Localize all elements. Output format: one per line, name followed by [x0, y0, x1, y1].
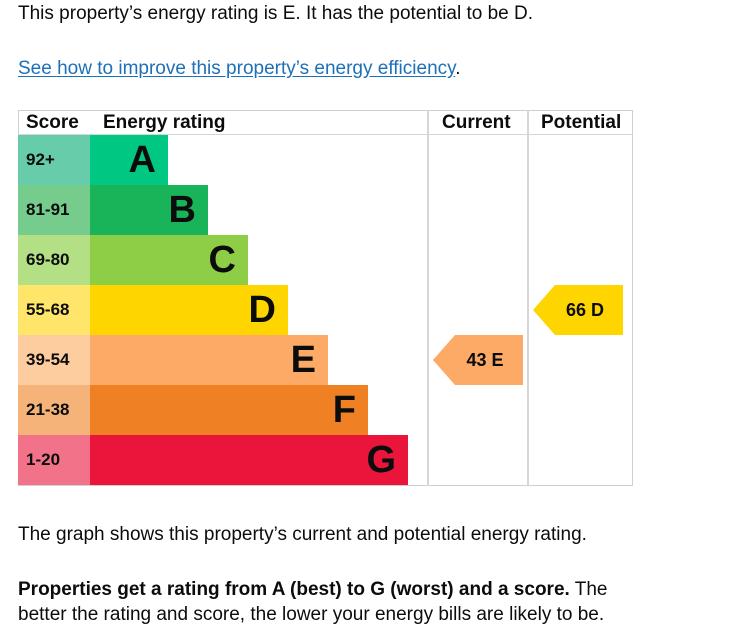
rating-bar-c: C: [90, 235, 248, 285]
rating-letter: F: [332, 389, 356, 431]
rating-bar-b: B: [90, 185, 208, 235]
energy-rating-summary: This property’s energy rating is E. It h…: [18, 3, 534, 24]
rating-explanation-bold: Properties get a rating from A (best) to…: [18, 579, 570, 600]
current-rating-arrow: 43 E: [433, 335, 523, 385]
rating-letter: B: [168, 189, 196, 231]
score-range-b: 81-91: [18, 185, 90, 235]
score-range-c: 69-80: [18, 235, 90, 285]
current-rating-label: 43 E: [466, 350, 504, 370]
rating-letter: G: [366, 439, 396, 481]
rating-bar-e: E: [90, 335, 328, 385]
rating-letter: D: [248, 289, 276, 331]
score-range-d: 55-68: [18, 285, 90, 335]
graph-description: The graph shows this property’s current …: [18, 524, 587, 545]
score-range-g: 1-20: [18, 435, 90, 485]
improve-efficiency-link[interactable]: See how to improve this property’s energ…: [18, 58, 456, 79]
column-divider: [427, 110, 429, 486]
potential-rating-arrow: 66 D: [533, 285, 623, 335]
rating-letter: E: [290, 339, 316, 381]
improve-link-paragraph: See how to improve this property’s energ…: [18, 56, 461, 81]
rating-bar-d: D: [90, 285, 288, 335]
score-range-f: 21-38: [18, 385, 90, 435]
rating-letter: A: [128, 139, 156, 181]
header-current: Current: [442, 112, 511, 133]
column-divider: [527, 110, 529, 486]
energy-rating-chart: Score Energy rating Current Potential 92…: [18, 110, 633, 486]
score-range-a: 92+: [18, 135, 90, 185]
header-energy-rating: Energy rating: [103, 112, 226, 133]
rating-letter: C: [208, 239, 236, 281]
header-divider: [18, 134, 633, 135]
link-suffix: .: [455, 58, 461, 79]
header-score: Score: [26, 112, 79, 133]
rating-bar-a: A: [90, 135, 168, 185]
header-potential: Potential: [541, 112, 622, 133]
rating-explanation: Properties get a rating from A (best) to…: [18, 577, 638, 627]
potential-rating-label: 66 D: [565, 300, 605, 320]
rating-bar-g: G: [90, 435, 408, 485]
rating-explanation-rest: The better the rating and score, the low…: [18, 579, 608, 625]
rating-bar-f: F: [90, 385, 368, 435]
score-range-e: 39-54: [18, 335, 90, 385]
